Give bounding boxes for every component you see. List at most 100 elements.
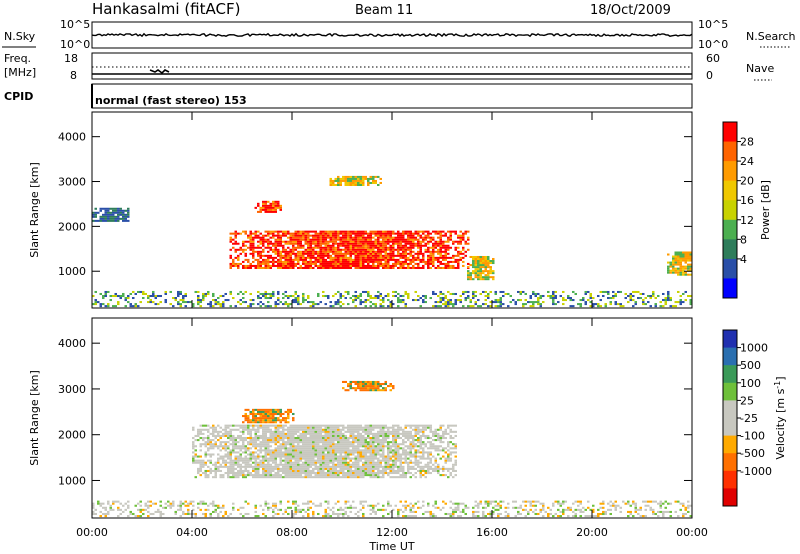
heatmap-cell: [267, 461, 270, 464]
heatmap-cell: [359, 508, 362, 511]
heatmap-cell: [359, 449, 362, 452]
heatmap-cell: [674, 269, 677, 272]
heatmap-cell: [284, 424, 287, 427]
heatmap-cell: [319, 459, 322, 462]
heatmap-cell: [367, 266, 370, 269]
heatmap-cell: [369, 512, 372, 516]
heatmap-cell: [129, 305, 132, 308]
heatmap-cell: [489, 270, 492, 273]
heatmap-cell: [364, 461, 367, 464]
heatmap-cell: [272, 294, 275, 298]
heatmap-cell: [337, 512, 340, 516]
heatmap-cell: [324, 449, 327, 452]
heatmap-cell: [422, 301, 425, 304]
heatmap-cell: [369, 297, 372, 300]
heatmap-cell: [324, 445, 327, 448]
heatmap-cell: [409, 506, 412, 509]
heatmap-cell: [409, 262, 412, 265]
heatmap-cell: [282, 232, 285, 235]
heatmap-cell: [284, 230, 287, 233]
heatmap-cell: [292, 250, 295, 253]
heatmap-cell: [482, 266, 485, 269]
heatmap-cell: [377, 260, 380, 263]
heatmap-cell: [329, 424, 332, 427]
heatmap-cell: [192, 459, 195, 462]
heatmap-cell: [332, 506, 335, 509]
heatmap-cell: [337, 434, 340, 437]
heatmap-cell: [259, 250, 262, 253]
heatmap-cell: [367, 236, 370, 239]
heatmap-cell: [324, 260, 327, 263]
heatmap-cell: [332, 432, 335, 435]
heatmap-cell: [332, 238, 335, 241]
heatmap-cell: [437, 230, 440, 233]
heatmap-cell: [277, 469, 280, 473]
heatmap-cell: [422, 252, 425, 255]
heatmap-cell: [354, 256, 357, 259]
heatmap-cell: [327, 232, 330, 235]
heatmap-cell: [214, 436, 217, 440]
heatmap-cell: [319, 240, 322, 243]
heatmap-cell: [357, 181, 360, 184]
heatmap-cell: [454, 232, 457, 235]
heatmap-cell: [294, 230, 297, 233]
heatmap-cell: [257, 252, 260, 255]
heatmap-cell: [589, 515, 592, 518]
heatmap-cell: [309, 463, 312, 466]
heatmap-cell: [224, 432, 227, 435]
heatmap-cell: [262, 455, 265, 458]
heatmap-cell: [359, 303, 362, 306]
heatmap-cell: [562, 290, 565, 293]
heatmap-cell: [332, 447, 335, 450]
heatmap-cell: [222, 305, 225, 308]
heatmap-cell: [107, 215, 110, 218]
heatmap-cell: [474, 504, 477, 507]
heatmap-cell: [402, 230, 405, 233]
heatmap-cell: [344, 455, 347, 458]
heatmap-cell: [339, 443, 342, 446]
heatmap-cell: [239, 472, 242, 475]
heatmap-cell: [342, 474, 345, 477]
heatmap-cell: [487, 292, 490, 295]
heatmap-cell: [669, 297, 672, 300]
heatmap-cell: [344, 445, 347, 448]
heatmap-cell: [334, 301, 337, 304]
heatmap-cell: [99, 504, 102, 507]
heatmap-cell: [304, 472, 307, 475]
heatmap-cell: [672, 255, 675, 258]
heatmap-cell: [229, 262, 232, 265]
heatmap-cell: [424, 236, 427, 239]
heatmap-cell: [389, 510, 392, 513]
heatmap-cell: [417, 232, 420, 235]
heatmap-cell: [334, 434, 337, 437]
heatmap-cell: [162, 512, 165, 516]
heatmap-cell: [192, 455, 195, 458]
heatmap-cell: [269, 232, 272, 235]
heatmap-cell: [322, 439, 325, 442]
heatmap-cell: [307, 506, 310, 509]
heatmap-cell: [377, 294, 380, 298]
heatmap-cell: [329, 177, 332, 180]
heatmap-cell: [222, 445, 225, 448]
heatmap-cell: [104, 213, 107, 216]
heatmap-cell: [532, 500, 535, 503]
heatmap-cell: [319, 301, 322, 304]
heatmap-cell: [627, 502, 630, 505]
heatmap-cell: [304, 461, 307, 464]
heatmap-cell: [419, 266, 422, 269]
heatmap-cell: [274, 242, 277, 245]
heatmap-cell: [284, 428, 287, 431]
heatmap-cell: [232, 439, 235, 442]
heatmap-cell: [199, 305, 202, 308]
heatmap-cell: [244, 465, 247, 468]
heatmap-cell: [229, 430, 232, 433]
heatmap-cell: [264, 294, 267, 298]
heatmap-cell: [332, 242, 335, 245]
heatmap-cell: [462, 252, 465, 255]
heatmap-cell: [392, 252, 395, 255]
heatmap-cell: [192, 426, 195, 429]
heatmap-cell: [332, 434, 335, 437]
heatmap-cell: [417, 254, 420, 257]
heatmap-cell: [229, 455, 232, 458]
heatmap-cell: [307, 461, 310, 464]
